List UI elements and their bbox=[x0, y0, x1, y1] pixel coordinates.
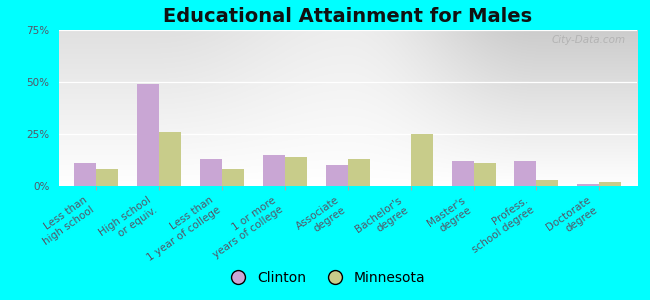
Bar bbox=[285, 157, 307, 186]
Legend: Clinton, Minnesota: Clinton, Minnesota bbox=[219, 265, 431, 290]
Bar bbox=[599, 182, 621, 186]
Bar bbox=[411, 134, 433, 186]
Bar bbox=[137, 84, 159, 186]
Bar bbox=[473, 163, 495, 186]
Bar bbox=[326, 165, 348, 186]
Bar bbox=[74, 163, 96, 186]
Bar bbox=[222, 169, 244, 186]
Bar bbox=[514, 161, 536, 186]
Bar bbox=[536, 180, 558, 186]
Bar bbox=[159, 132, 181, 186]
Title: Educational Attainment for Males: Educational Attainment for Males bbox=[163, 7, 532, 26]
Bar bbox=[200, 159, 222, 186]
Bar bbox=[577, 184, 599, 186]
Bar bbox=[96, 169, 118, 186]
Bar bbox=[452, 161, 473, 186]
Bar bbox=[348, 159, 370, 186]
Bar bbox=[263, 155, 285, 186]
Text: City-Data.com: City-Data.com bbox=[551, 35, 625, 45]
